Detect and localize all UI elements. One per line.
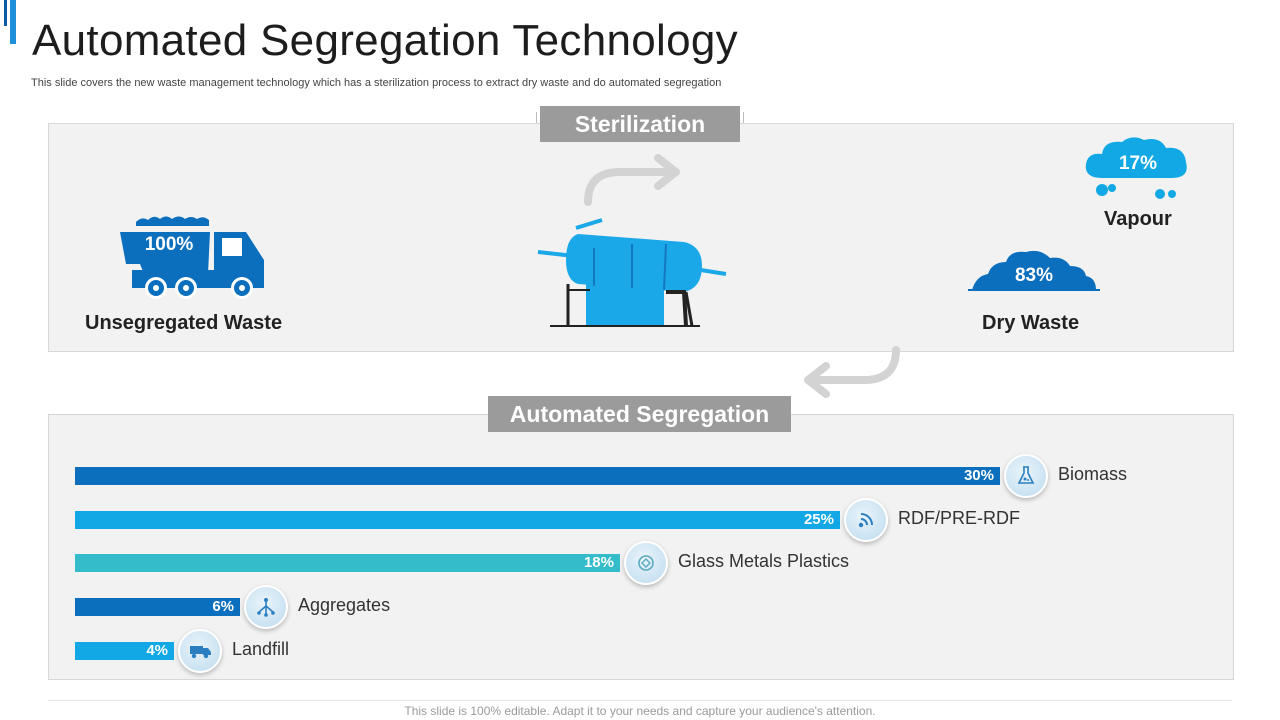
bar-aggregates: 6% <box>75 598 240 616</box>
truck-icon <box>178 629 222 673</box>
segregation-label-text: Automated Segregation <box>509 401 770 427</box>
label-tick-right <box>743 112 744 123</box>
bar-value-label: 25% <box>803 511 834 528</box>
unsegregated-label: Unsegregated Waste <box>85 312 283 334</box>
bar-landfill: 4% <box>75 642 174 660</box>
bar-category-label: Biomass <box>1058 464 1128 484</box>
sterilization-label-text: Sterilization <box>574 111 706 137</box>
recycle-icon <box>624 541 668 585</box>
vapour-label: Vapour <box>1104 208 1172 230</box>
bar-category-label: Glass Metals Plastics <box>678 551 850 571</box>
accent-bar <box>10 0 16 44</box>
sterilization-label: Sterilization <box>536 106 744 142</box>
footer-text: This slide is 100% editable. Adapt it to… <box>404 704 876 718</box>
flask-icon <box>1004 454 1048 498</box>
accent-bar-dark <box>4 0 7 26</box>
dry-waste-label: Dry Waste <box>982 312 1080 334</box>
curved-arrow-icon <box>584 154 680 206</box>
bar-category-label: Landfill <box>232 639 290 659</box>
dry-waste-percent: 83% <box>1014 265 1054 286</box>
truck-icon <box>120 216 264 299</box>
segregation-label: Automated Segregation <box>488 396 791 432</box>
footer-divider <box>48 700 1232 701</box>
page-title: Automated Segregation Technology <box>32 16 738 65</box>
sterilizer-machine-icon <box>537 218 727 327</box>
signal-icon <box>844 498 888 542</box>
label-tick-left <box>536 112 537 123</box>
bar-value-label: 6% <box>212 598 234 615</box>
bar-value-label: 18% <box>583 554 614 571</box>
return-arrow-icon <box>804 346 900 398</box>
bar-glass-metals-plastics: 18% <box>75 554 620 572</box>
dry-waste-pile-icon <box>968 250 1100 291</box>
bar-value-label: 30% <box>963 467 994 484</box>
bar-category-label: RDF/PRE-RDF <box>898 508 1020 528</box>
unsegregated-percent: 100% <box>144 234 194 255</box>
page-subtitle: This slide covers the new waste manageme… <box>31 77 722 89</box>
bar-value-label: 4% <box>146 642 168 659</box>
network-icon <box>244 585 288 629</box>
bar-category-label: Aggregates <box>298 595 391 615</box>
bar-rdf-pre-rdf: 25% <box>75 511 840 529</box>
bar-biomass: 30% <box>75 467 1000 485</box>
vapour-percent: 17% <box>1118 153 1158 174</box>
cloud-icon <box>1085 137 1187 199</box>
